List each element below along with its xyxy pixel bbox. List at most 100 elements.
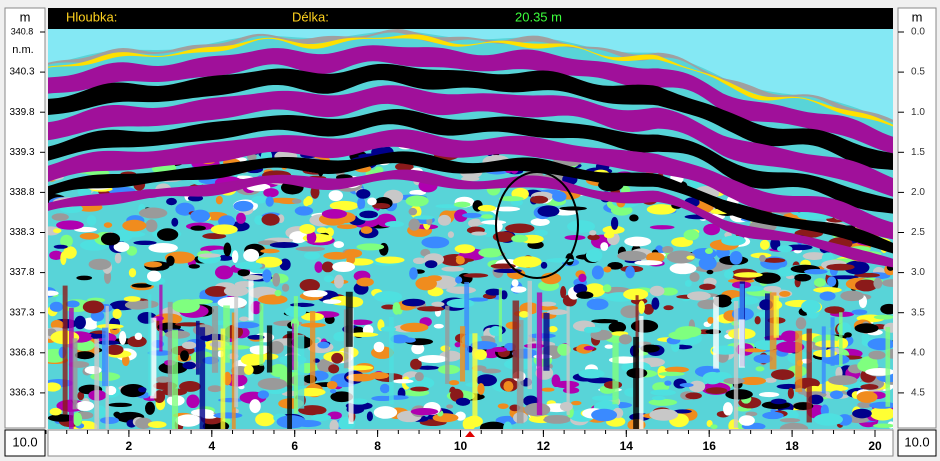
texture [223,285,249,297]
texture [540,261,548,269]
texture [759,254,766,262]
texture [643,303,654,315]
texture [453,201,471,208]
texture [478,248,503,258]
texture [372,202,391,209]
texture [157,228,179,241]
streak [543,312,550,371]
texture [495,415,519,426]
texture [455,276,463,284]
texture [813,413,843,426]
texture [317,341,330,349]
annotation-circle [495,171,579,279]
texture [512,256,542,268]
texture [585,248,603,263]
streak [795,330,803,392]
texture [687,291,711,301]
texture [617,250,647,262]
texture [591,395,619,401]
texture [133,240,157,245]
texture [589,230,597,236]
texture [813,286,842,294]
texture [723,269,734,279]
texture [699,283,716,290]
texture [72,412,83,427]
texture [865,367,893,376]
texture [591,319,619,324]
texture [74,351,95,360]
texture [630,319,659,333]
texture [706,269,714,275]
texture [322,299,342,305]
reflection-band [48,129,893,240]
texture [663,305,674,311]
texture [498,196,524,202]
texture [860,383,879,390]
bottom-tick-label: 2 [126,439,133,453]
streak [472,333,478,420]
texture [333,241,345,248]
texture [147,421,167,429]
texture [426,275,442,282]
texture [801,299,821,314]
texture [591,408,618,422]
texture [679,383,694,388]
right-tick-label: 3.5 [911,307,925,318]
streak [293,296,298,414]
texture [770,237,781,251]
texture [334,274,344,289]
texture [269,340,284,355]
texture [86,215,97,226]
bottom-tick-label: 18 [785,439,799,453]
texture [603,266,612,273]
texture [401,298,426,307]
texture [48,382,61,392]
texture [779,418,801,423]
texture [810,214,834,219]
texture [721,235,746,246]
texture [138,386,147,393]
texture [114,252,122,264]
texture [329,419,339,429]
texture [232,321,260,329]
texture [348,332,379,338]
texture [181,341,197,350]
texture [63,246,77,259]
texture [367,197,377,206]
texture [427,287,444,297]
texture [770,398,787,405]
texture [77,391,85,401]
texture [96,323,124,329]
texture [80,406,92,411]
streak [148,294,152,396]
streak [259,303,264,366]
texture [462,417,476,429]
texture [49,250,64,261]
texture [710,424,718,429]
streak [211,306,219,373]
texture [618,334,633,345]
reflection-band [48,34,893,127]
texture [186,394,200,409]
texture [262,269,272,283]
texture [395,162,414,171]
texture [303,289,328,298]
reflection-band [48,85,893,197]
texture [143,261,163,268]
texture [873,277,883,289]
texture [623,288,649,301]
reflection-band [48,63,893,170]
texture [289,231,308,244]
texture [645,252,665,263]
texture [223,242,232,257]
texture [640,344,660,353]
texture [824,306,845,314]
texture [306,231,317,244]
texture [857,401,873,409]
streak [310,310,316,388]
texture [409,189,426,196]
texture [56,220,84,230]
texture [410,358,422,370]
texture [755,366,765,372]
streak [445,305,450,384]
